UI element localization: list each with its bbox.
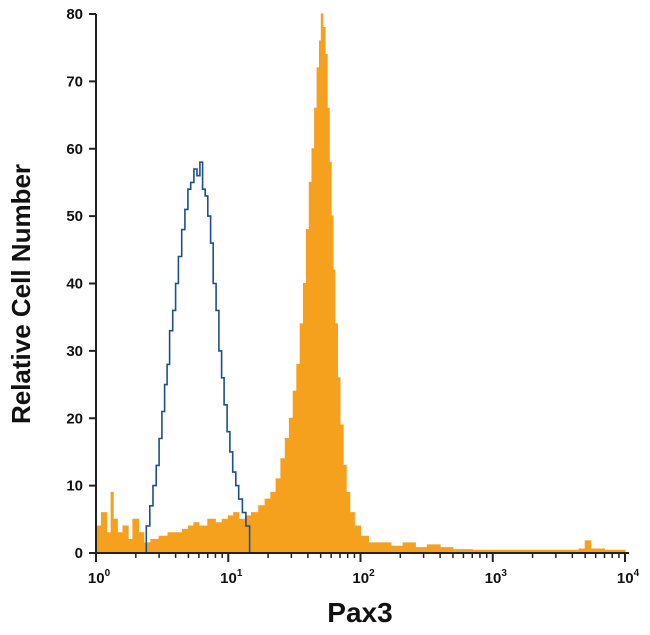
y-axis-title: Relative Cell Number: [6, 164, 36, 424]
y-axis-ticks: 0 10 20 30 40 50 60 70 80: [66, 6, 96, 562]
y-tick-label: 20: [66, 410, 83, 427]
y-tick-label: 30: [66, 343, 83, 360]
x-tick-label: 101: [220, 568, 243, 587]
x-tick-label: 104: [617, 568, 640, 587]
y-tick-label: 70: [66, 73, 83, 90]
sample-histogram: [95, 13, 626, 554]
y-tick-label: 10: [66, 478, 83, 495]
control-histogram: [145, 161, 251, 553]
y-tick-label: 60: [66, 141, 83, 158]
y-tick-label: 80: [66, 6, 83, 23]
x-tick-label: 102: [352, 568, 375, 587]
y-tick-label: 0: [75, 545, 83, 562]
plot-area: [95, 13, 626, 554]
x-axis-ticks: 100 101 102 103 104: [88, 553, 640, 587]
y-tick-label: 40: [66, 276, 83, 293]
x-tick-label: 100: [88, 568, 111, 587]
x-tick-label: 103: [485, 568, 508, 587]
x-axis-title: Pax3: [327, 597, 392, 628]
y-tick-label: 50: [66, 208, 83, 225]
